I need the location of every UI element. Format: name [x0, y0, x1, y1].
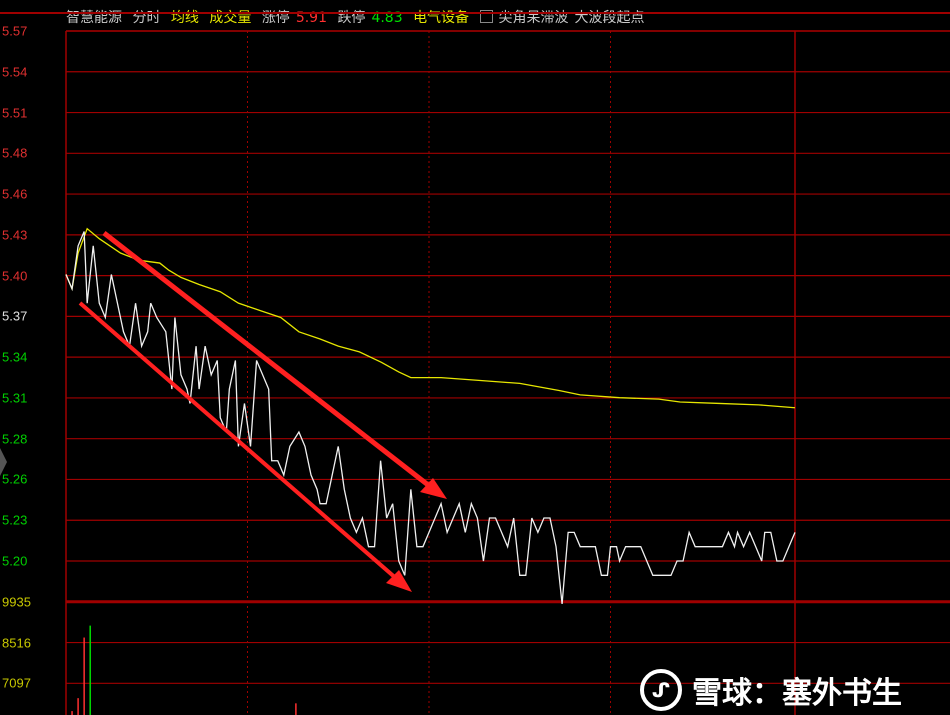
price-axis-label: 5.23: [2, 512, 28, 528]
side-expand-arrow-icon[interactable]: [0, 448, 7, 476]
price-axis-label: 5.31: [2, 390, 28, 406]
volume-axis-label: 8516: [2, 635, 31, 651]
price-axis-label: 5.48: [2, 145, 28, 161]
avg-price-line: [65, 227, 796, 409]
price-axis-label: 5.46: [2, 186, 28, 202]
trend-arrow-lower: [78, 301, 412, 592]
volume-axis-label: 7097: [2, 675, 31, 691]
price-axis-label: 5.37: [2, 308, 28, 324]
price-axis-label: 5.57: [2, 23, 28, 39]
grid: [65, 30, 950, 715]
xueqiu-logo-icon: ᔑ: [640, 669, 682, 711]
price-axis-label: 5.40: [2, 268, 28, 284]
watermark: ᔑ 雪球：塞外书生: [640, 668, 902, 712]
trend-arrow-upper: [102, 231, 447, 499]
price-axis-label: 5.54: [2, 64, 28, 80]
price-axis-label: 5.20: [2, 553, 28, 569]
price-axis-label: 5.43: [2, 227, 28, 243]
volume-bars: [71, 625, 297, 715]
indicator-checkbox[interactable]: [479, 10, 493, 23]
price-axis-label: 5.34: [2, 349, 28, 365]
price-axis-label: 5.28: [2, 431, 28, 447]
watermark-text: 雪球：塞外书生: [692, 676, 902, 711]
price-line: [65, 231, 796, 605]
price-axis-label: 5.26: [2, 471, 28, 487]
volume-axis-label: 9935: [2, 594, 31, 610]
price-axis-label: 5.51: [2, 105, 28, 121]
